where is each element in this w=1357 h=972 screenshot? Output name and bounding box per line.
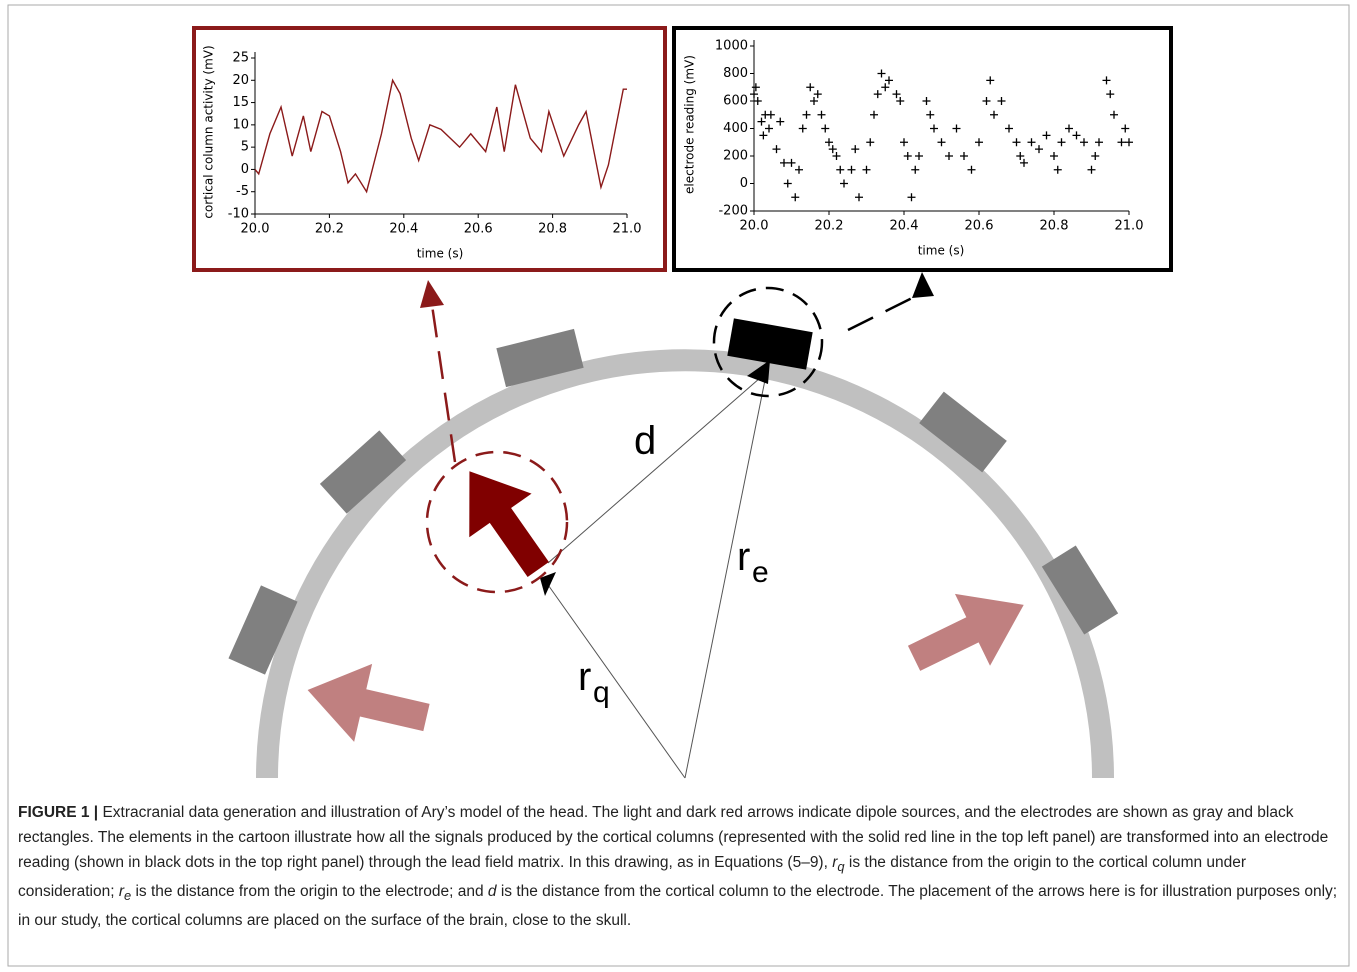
leader-line — [848, 298, 912, 330]
x-tick-label: 20.2 — [815, 219, 844, 234]
x-tick-label: 20.6 — [464, 222, 493, 237]
y-tick-label: -5 — [236, 184, 249, 199]
d-vector — [548, 378, 760, 563]
page: {"chart_data": [ {"type": "line", "color… — [0, 0, 1357, 972]
rq-vector — [546, 582, 685, 778]
d-label: d — [634, 419, 656, 463]
y-axis-label: electrode reading (mV) — [683, 55, 697, 194]
caption-label: FIGURE 1 | — [18, 804, 98, 821]
x-tick-label: 20.0 — [241, 222, 270, 237]
y-tick-label: 5 — [241, 140, 249, 155]
y-tick-label: 600 — [723, 94, 748, 109]
x-tick-label: 21.0 — [613, 222, 642, 237]
x-tick-label: 20.2 — [315, 222, 344, 237]
caption-text: is the distance from the origin to the e… — [131, 883, 488, 900]
y-tick-label: 20 — [232, 73, 249, 88]
y-tick-label: -200 — [718, 204, 748, 219]
x-tick-label: 20.8 — [538, 222, 567, 237]
y-tick-label: 0 — [740, 176, 748, 191]
dipole-arrow — [438, 449, 569, 591]
x-tick-label: 20.4 — [890, 219, 919, 234]
x-tick-label: 20.0 — [740, 219, 769, 234]
y-axis-label: cortical column activity (mV) — [202, 45, 216, 218]
dipole-arrow — [299, 651, 436, 756]
panel-frame — [674, 28, 1171, 270]
y-tick-label: 200 — [723, 149, 748, 164]
x-tick-label: 20.8 — [1040, 219, 1069, 234]
y-tick-label: 800 — [723, 66, 748, 81]
rq-label: r — [578, 655, 591, 699]
y-tick-label: 10 — [232, 117, 249, 132]
x-tick-label: 21.0 — [1115, 219, 1144, 234]
y-tick-label: -10 — [228, 207, 249, 222]
leader-arrowhead — [912, 272, 934, 298]
re-subscript: e — [752, 556, 769, 589]
re-label: r — [737, 535, 750, 579]
y-tick-label: 0 — [241, 162, 249, 177]
x-axis-label: time (s) — [918, 244, 965, 258]
y-tick-label: 15 — [232, 95, 249, 110]
caption: FIGURE 1 | Extracranial data generation … — [18, 800, 1340, 933]
rq-subscript: q — [593, 676, 610, 709]
y-tick-label: 25 — [232, 51, 249, 66]
x-axis-label: time (s) — [417, 247, 464, 261]
x-tick-label: 20.4 — [389, 222, 418, 237]
symbol-subscript: q — [837, 859, 844, 874]
dipole-arrow — [897, 569, 1042, 694]
y-tick-label: 400 — [723, 121, 748, 136]
x-tick-label: 20.6 — [965, 219, 994, 234]
y-tick-label: 1000 — [715, 39, 748, 54]
leader-arrowhead — [420, 280, 444, 308]
symbol: d — [488, 883, 497, 900]
